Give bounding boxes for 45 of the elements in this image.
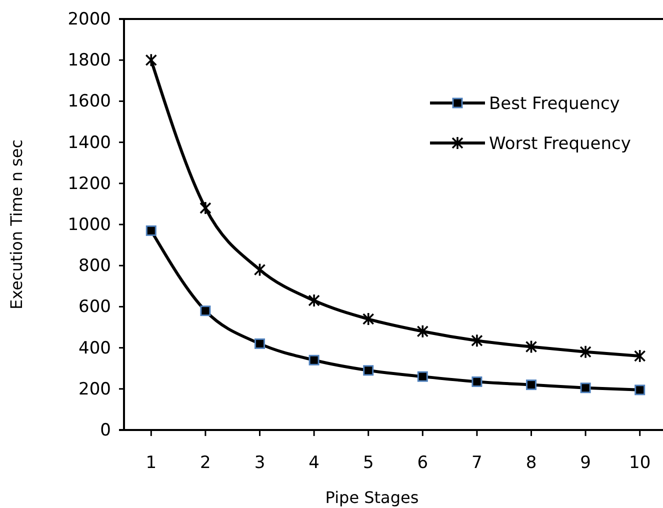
y-tick-label: 1400	[68, 132, 111, 153]
point	[580, 382, 591, 394]
point	[580, 345, 592, 359]
point	[363, 365, 374, 376]
point	[416, 324, 429, 338]
x-tick-label: 1	[146, 453, 157, 474]
point	[634, 349, 646, 363]
x-tick-label: 4	[308, 453, 320, 474]
x-axis-title: Pipe Stages	[325, 488, 419, 507]
legend-label: Worst Frequency	[489, 134, 631, 154]
point	[417, 371, 428, 382]
y-tick-label: 0	[100, 420, 111, 440]
x-tick-label: 6	[417, 453, 428, 474]
point	[526, 380, 536, 390]
x-tick-label: 10	[629, 453, 651, 474]
x-tick-label: 7	[472, 453, 482, 474]
y-tick-label: 800	[78, 256, 111, 276]
point	[146, 225, 156, 236]
y-tick-label: 2000	[68, 9, 111, 30]
y-tick-label: 1000	[68, 214, 111, 235]
x-tick-label: 2	[200, 453, 211, 474]
point	[200, 306, 211, 316]
point	[254, 262, 266, 277]
y-tick-label: 1200	[68, 174, 111, 194]
point	[525, 340, 538, 354]
point	[200, 201, 212, 215]
x-tick-label: 9	[580, 453, 591, 474]
legend-label: Best Frequency	[489, 94, 620, 114]
point	[254, 338, 265, 349]
point	[308, 354, 320, 366]
point	[634, 384, 646, 396]
point	[308, 294, 320, 308]
point	[362, 312, 374, 326]
x-tick-label: 3	[254, 453, 266, 474]
y-axis-title: Execution Time n sec	[7, 139, 26, 310]
point	[145, 53, 158, 67]
y-tick-label: 400	[78, 338, 111, 358]
y-tick-label: 1800	[68, 50, 111, 71]
x-tick-label: 8	[526, 453, 537, 474]
point	[471, 334, 483, 348]
y-tick-label: 600	[78, 297, 111, 318]
y-tick-label: 200	[78, 379, 111, 400]
y-tick-label: 1600	[68, 92, 111, 112]
point	[472, 376, 482, 387]
x-tick-label: 5	[362, 453, 374, 474]
